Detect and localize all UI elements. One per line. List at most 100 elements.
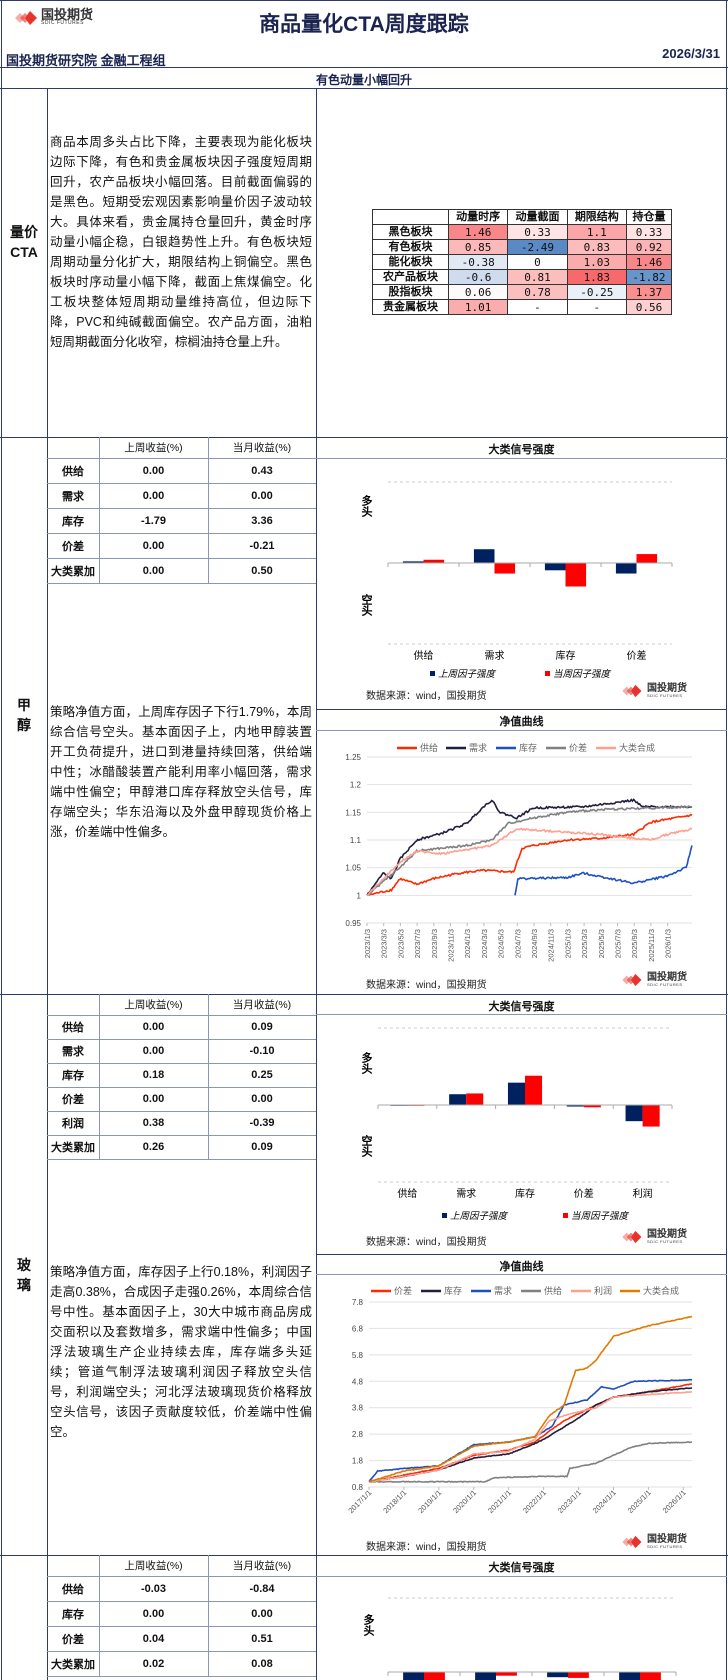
last-week-return: 0.00 bbox=[142, 1607, 165, 1620]
x-tick-label: 2023/11/3 bbox=[447, 929, 456, 962]
y-tick-label: 1.8 bbox=[352, 1457, 364, 1466]
heatmap-row: 黑色板块 1.46 0.33 1.1 0.33 bbox=[372, 224, 673, 240]
short-label: 空头 bbox=[360, 1134, 373, 1158]
category-label: 需求 bbox=[456, 1188, 476, 1200]
heatmap-column-header: 动量截面 bbox=[507, 209, 568, 225]
heatmap-row-label: 农产品板块 bbox=[372, 269, 449, 285]
long-label: 多头 bbox=[360, 494, 373, 518]
month-return: -0.21 bbox=[249, 539, 275, 552]
category-label: 库存 bbox=[515, 1187, 535, 1200]
panel-title: 净值曲线 bbox=[499, 1261, 544, 1273]
month-return: -0.10 bbox=[249, 1045, 275, 1057]
nav-line-chart: 0.8 1.8 2.8 3.8 4.8 5.8 6.8 7.8 2017/1/1 2018/1/1… bbox=[346, 1285, 693, 1515]
bar-current-week bbox=[642, 1105, 660, 1127]
factor-name: 大类累加 bbox=[51, 565, 95, 578]
heatmap-row-label: 能化板块 bbox=[372, 254, 449, 270]
heatmap-column-header: 期限结构 bbox=[566, 209, 627, 225]
section-label: 玻璃 bbox=[1, 1255, 47, 1295]
factor-name: 需求 bbox=[62, 1046, 84, 1058]
panel-title: 净值曲线 bbox=[499, 716, 544, 728]
category-label: 供给 bbox=[397, 1187, 417, 1200]
divider bbox=[316, 1014, 727, 1015]
divider bbox=[208, 994, 209, 1159]
heatmap-cell: 0.83 bbox=[566, 239, 627, 255]
data-source: 数据来源：wind，国投期货 bbox=[366, 1542, 487, 1553]
month-return: 0.00 bbox=[251, 489, 273, 502]
legend-label: 大类合成 bbox=[619, 742, 655, 753]
x-tick-label: 2019/1/1 bbox=[416, 1488, 443, 1515]
factor-name: 价差 bbox=[62, 540, 84, 553]
bar-last-week bbox=[402, 561, 424, 563]
divider bbox=[47, 458, 316, 459]
bar-current-week bbox=[494, 563, 516, 574]
bar-current-week bbox=[583, 1105, 601, 1108]
heatmap-cell: -0.6 bbox=[447, 269, 509, 285]
heatmap-cell: 0.92 bbox=[625, 239, 673, 255]
x-tick-label: 2025/11/3 bbox=[647, 929, 656, 962]
heatmap-row-label: 黑色板块 bbox=[372, 224, 449, 240]
x-tick-label: 2020/1/1 bbox=[451, 1488, 478, 1515]
x-tick-label: 2023/7/3 bbox=[413, 929, 422, 958]
factor-name: 大类累加 bbox=[51, 1658, 95, 1671]
legend-label: 利润 bbox=[594, 1285, 612, 1296]
column-header-month: 当月收益(%) bbox=[232, 442, 292, 454]
x-tick-label: 2022/1/1 bbox=[521, 1488, 548, 1515]
heatmap-cell: -0.25 bbox=[566, 284, 627, 300]
divider bbox=[208, 437, 209, 583]
series-line-大类合成 bbox=[368, 1315, 693, 1483]
month-return: -0.39 bbox=[249, 1117, 275, 1129]
frame-left bbox=[1, 0, 2, 1680]
divider bbox=[99, 437, 100, 583]
bar-last-week bbox=[473, 549, 495, 563]
legend-label: 价差 bbox=[569, 742, 587, 753]
heatmap-row: 贵金属板块 1.01- -0.56 bbox=[372, 299, 673, 315]
y-tick-label: 0.95 bbox=[345, 919, 361, 928]
logo-diamond-icon bbox=[12, 10, 38, 25]
month-return: 0.43 bbox=[251, 464, 273, 477]
last-week-return: 0.18 bbox=[142, 1069, 165, 1081]
divider bbox=[47, 1676, 316, 1677]
bar-last-week bbox=[403, 1672, 424, 1680]
factor-name: 供给 bbox=[62, 1022, 84, 1034]
divider bbox=[47, 1063, 316, 1064]
category-label: 价差 bbox=[574, 1187, 594, 1200]
category-label: 供给 bbox=[414, 649, 434, 662]
heatmap-cell: -2.49 bbox=[507, 239, 568, 255]
logo-subtext: SDIC FUTURES bbox=[647, 1544, 683, 1549]
x-tick-label: 2023/3/3 bbox=[380, 929, 389, 958]
y-tick-label: 2.8 bbox=[352, 1430, 364, 1439]
organization: 国投期货研究院 金融工程组 bbox=[6, 53, 166, 68]
legend-marker bbox=[442, 1213, 447, 1218]
brand-logo: 国投期货 SDIC FUTURES bbox=[618, 1535, 687, 1549]
month-return: 0.08 bbox=[251, 1657, 273, 1670]
logo-subtext: SDIC FUTURES bbox=[647, 982, 683, 987]
x-tick-label: 2024/11/3 bbox=[547, 929, 556, 962]
bar-last-week bbox=[547, 1672, 568, 1678]
factor-heatmap-table: 动量时序 动量截面 期限结构 持仓量 黑色板块 1.46 0.33 1.1 0.33 有色板块 0.… bbox=[372, 209, 673, 315]
heatmap-cell: 0 bbox=[507, 254, 568, 270]
logo-text: 国投期货 bbox=[647, 972, 687, 983]
methanol-commentary: 策略净值方面，上周库存因子下行1.79%，本周综合信号空头。基本面因子上，内地甲… bbox=[50, 705, 312, 839]
divider bbox=[99, 994, 100, 1159]
heatmap-column-header bbox=[372, 209, 449, 225]
x-tick-label: 2025/9/3 bbox=[630, 929, 639, 958]
last-week-return: 0.00 bbox=[142, 489, 165, 502]
factor-name: 大类累加 bbox=[51, 1142, 95, 1154]
divider bbox=[316, 88, 317, 1680]
category-label: 价差 bbox=[627, 649, 647, 662]
bar-current-week bbox=[423, 559, 445, 563]
x-tick-label: 2024/5/3 bbox=[497, 929, 506, 958]
factor-name: 供给 bbox=[62, 465, 84, 478]
heatmap-cell: 0.33 bbox=[625, 224, 673, 240]
heatmap-cell: 1.46 bbox=[625, 254, 673, 270]
logo-subtext: SDIC FUTURES bbox=[647, 1239, 683, 1244]
factor-name: 库存 bbox=[62, 1070, 84, 1082]
column-header-last-week: 上周收益(%) bbox=[124, 442, 183, 454]
x-tick-label: 2024/1/1 bbox=[591, 1488, 618, 1515]
y-tick-label: 5.8 bbox=[352, 1351, 364, 1360]
section-label-cta: 量价CTA bbox=[1, 222, 47, 262]
last-week-return: 0.00 bbox=[142, 1093, 165, 1105]
last-week-return: 0.00 bbox=[142, 1021, 165, 1033]
headline: 有色动量小幅回升 bbox=[315, 73, 412, 87]
